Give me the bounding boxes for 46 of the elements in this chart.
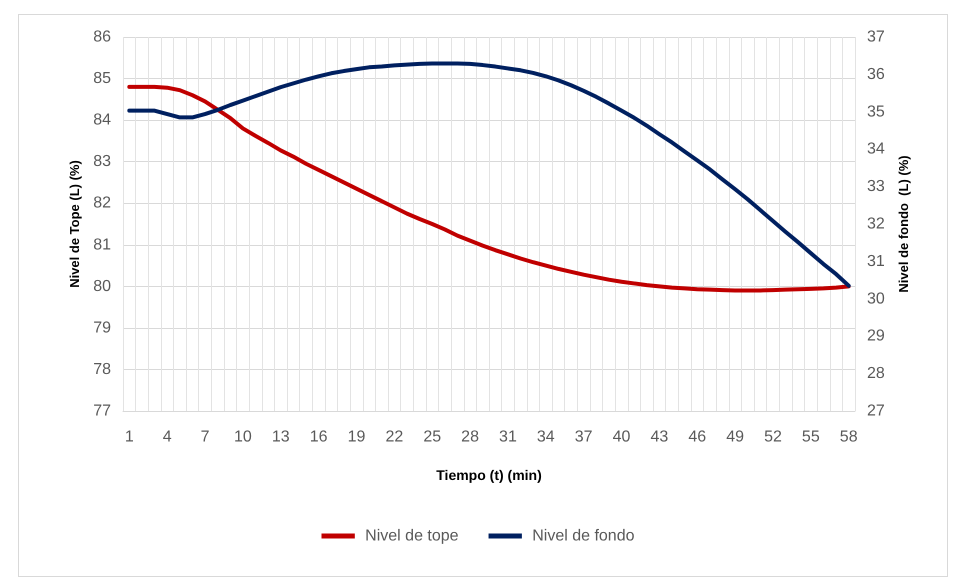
y2-tick-label: 30 (867, 290, 885, 308)
x-tick-label: 22 (385, 428, 404, 446)
x-tick-label: 52 (764, 428, 782, 446)
y-tick-label: 81 (93, 236, 112, 254)
x-tick-label: 49 (726, 428, 744, 446)
x-tick-label: 58 (840, 428, 858, 446)
y2-tick-label: 32 (867, 216, 885, 232)
x-tick-label: 4 (162, 428, 172, 446)
legend-label: Nivel de tope (365, 528, 459, 544)
x-tick-label: 25 (423, 428, 442, 446)
y-tick-label: 85 (93, 70, 112, 88)
x-tick-label: 19 (348, 428, 366, 446)
y2-tick-label: 36 (867, 66, 885, 83)
y2-axis-title: Nivel de fondo (L) (%) (896, 155, 911, 293)
x-tick-label: 37 (574, 428, 593, 446)
x-tick-label: 13 (272, 428, 290, 446)
y2-tick-label: 31 (867, 252, 885, 270)
y2-tick-label: 37 (867, 28, 885, 46)
x-tick-label: 31 (499, 428, 517, 446)
x-tick-label: 16 (310, 428, 328, 446)
x-tick-label: 10 (234, 428, 252, 446)
y2-tick-label: 27 (867, 402, 885, 420)
x-tick-label: 7 (200, 428, 210, 446)
y-tick-label: 84 (93, 112, 112, 129)
y-tick-label: 78 (93, 360, 112, 378)
y2-tick-label: 35 (867, 103, 885, 120)
x-tick-label: 46 (688, 428, 706, 446)
y-tick-label: 79 (93, 319, 112, 336)
y-tick-label: 86 (93, 28, 112, 46)
y-tick-label: 83 (93, 153, 112, 170)
y-tick-label: 82 (93, 194, 112, 212)
y-axis-title: Nivel de Tope (L) (%) (67, 160, 82, 288)
x-tick-label: 55 (802, 428, 820, 446)
x-tick-label: 1 (124, 428, 134, 446)
y-tick-label: 80 (93, 278, 112, 295)
y2-tick-label: 28 (867, 365, 885, 382)
x-tick-label: 43 (650, 428, 668, 446)
y2-tick-label: 29 (867, 328, 885, 345)
x-axis-title: Tiempo (t) (min) (436, 467, 542, 483)
y2-tick-label: 33 (867, 178, 885, 196)
y-tick-label: 77 (93, 402, 112, 420)
x-tick-label: 28 (461, 428, 480, 446)
x-tick-label: 34 (536, 428, 555, 446)
x-tick-label: 40 (612, 428, 631, 446)
legend-label: Nivel de fondo (532, 528, 635, 544)
y2-tick-label: 34 (867, 140, 885, 158)
